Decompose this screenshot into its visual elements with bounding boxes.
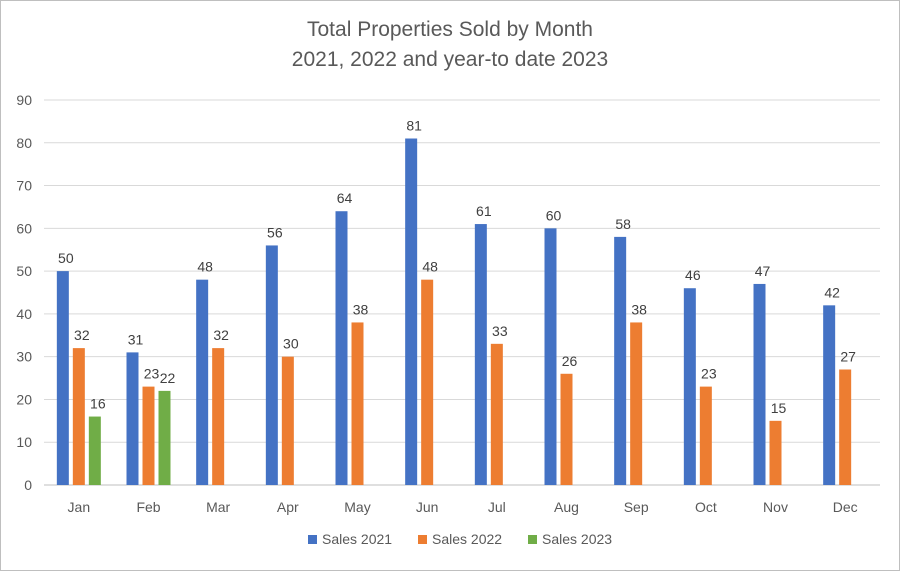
chart-title: Total Properties Sold by Month: [307, 18, 593, 41]
x-tick-label: Jul: [488, 499, 506, 515]
bar-sales-2021: [56, 271, 69, 485]
x-tick-label: Jun: [416, 499, 439, 515]
y-tick-label: 50: [16, 263, 32, 279]
bar-sales-2021: [196, 279, 209, 485]
x-tick-label: Aug: [554, 499, 579, 515]
chart-subtitle: 2021, 2022 and year-to date 2023: [291, 48, 609, 71]
y-tick-label: 90: [16, 92, 32, 108]
x-tick-label: Oct: [695, 499, 717, 515]
bar-sales-2022: [212, 348, 225, 485]
bar-sales-2022: [630, 322, 643, 485]
x-tick-label: Apr: [277, 499, 299, 515]
legend-label: Sales 2022: [432, 531, 502, 547]
data-label: 31: [128, 331, 144, 347]
bar-sales-2021: [683, 288, 696, 485]
data-label: 56: [267, 224, 283, 240]
bar-sales-2021: [265, 245, 278, 485]
data-label: 42: [824, 284, 840, 300]
bar-sales-2021: [126, 352, 139, 485]
data-label: 30: [283, 336, 299, 352]
data-label: 16: [90, 396, 106, 412]
bar-sales-2021: [544, 228, 557, 486]
bar-sales-2022: [351, 322, 364, 485]
data-label: 46: [685, 267, 701, 283]
bar-sales-2021: [614, 236, 627, 485]
y-tick-label: 60: [16, 220, 32, 236]
bar-sales-2021: [474, 224, 487, 486]
legend-swatch: [418, 535, 427, 544]
bar-sales-2022: [839, 369, 852, 485]
data-label: 15: [771, 400, 787, 416]
legend-swatch: [528, 535, 537, 544]
data-label: 27: [840, 349, 856, 365]
data-label: 23: [144, 366, 160, 382]
x-tick-label: Feb: [136, 499, 160, 515]
data-label: 38: [631, 301, 647, 317]
y-tick-label: 30: [16, 349, 32, 365]
data-label: 58: [615, 216, 631, 232]
bar-sales-2022: [421, 279, 434, 485]
bar-sales-2022: [281, 356, 294, 485]
data-label: 48: [422, 259, 438, 275]
data-label: 26: [562, 353, 578, 369]
bar-sales-2022: [699, 386, 712, 485]
x-tick-label: Dec: [833, 499, 858, 515]
data-label: 47: [755, 263, 771, 279]
data-label: 23: [701, 366, 717, 382]
data-label: 38: [353, 301, 369, 317]
bar-sales-2023: [88, 416, 101, 485]
bar-sales-2022: [72, 348, 85, 485]
x-tick-label: Mar: [206, 499, 230, 515]
bar-sales-2022: [490, 343, 503, 485]
data-label: 33: [492, 323, 508, 339]
data-label: 60: [546, 207, 562, 223]
data-label: 22: [160, 370, 176, 386]
x-tick-label: Jan: [68, 499, 91, 515]
bar-sales-2021: [405, 138, 418, 485]
bar-sales-2022: [142, 386, 155, 485]
data-label: 81: [406, 118, 422, 134]
legend-swatch: [308, 535, 317, 544]
bar-sales-2022: [769, 420, 782, 485]
legend-label: Sales 2023: [542, 531, 612, 547]
data-label: 50: [58, 250, 74, 266]
y-tick-label: 10: [16, 434, 32, 450]
y-tick-label: 70: [16, 178, 32, 194]
y-tick-label: 80: [16, 135, 32, 151]
bar-sales-2021: [823, 305, 836, 485]
bar-sales-2021: [753, 283, 766, 485]
y-tick-label: 0: [24, 477, 32, 493]
legend-label: Sales 2021: [322, 531, 392, 547]
data-label: 32: [74, 327, 90, 343]
x-tick-label: Nov: [763, 499, 788, 515]
bar-sales-2023: [158, 390, 171, 485]
x-tick-label: Sep: [624, 499, 649, 515]
x-tick-label: May: [344, 499, 370, 515]
data-label: 32: [213, 327, 229, 343]
y-tick-label: 20: [16, 391, 32, 407]
data-label: 48: [197, 259, 213, 275]
bar-sales-2021: [335, 211, 348, 485]
y-tick-label: 40: [16, 306, 32, 322]
bar-sales-2022: [560, 373, 573, 485]
data-label: 61: [476, 203, 492, 219]
data-label: 64: [337, 190, 353, 206]
